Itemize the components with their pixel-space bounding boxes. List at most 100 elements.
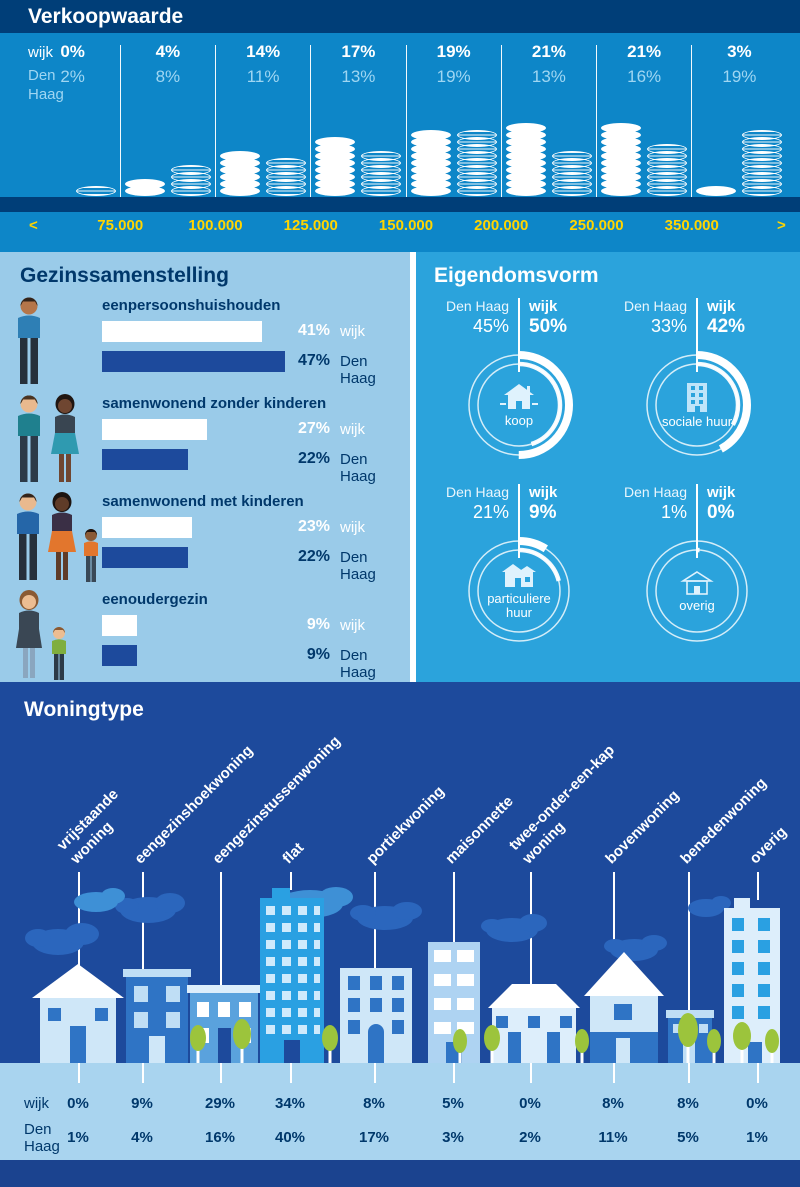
ownership-chart-koop: Den Haag wijk 45% 50% bbox=[434, 298, 604, 478]
apartment-building-icon bbox=[685, 382, 709, 412]
axis-label: 350.000 bbox=[664, 217, 719, 234]
family-group-label: samenwonend met kinderen bbox=[102, 493, 304, 510]
price-bracket-column: 0% 2% bbox=[25, 33, 122, 197]
wijk-value: 0% bbox=[60, 42, 85, 61]
wijk-value: 23% bbox=[297, 518, 330, 535]
denhaag-value: 2% bbox=[60, 67, 85, 86]
family-group-samenwonend-zonder: samenwonend zonder kinderen 27% wijk 22%… bbox=[10, 394, 406, 490]
denhaag-value: 22% bbox=[297, 548, 330, 565]
wijk-value: 0% bbox=[67, 1095, 89, 1112]
wijk-value: 19% bbox=[436, 42, 471, 61]
denhaag-value: 9% bbox=[306, 646, 330, 663]
wijk-coin-stack bbox=[601, 123, 642, 197]
price-bracket-column: 21% 13% bbox=[501, 33, 598, 197]
pointer-line bbox=[290, 872, 292, 890]
price-bracket-column: 19% 19% bbox=[406, 33, 503, 197]
denhaag-value: 16% bbox=[204, 1129, 236, 1146]
price-bracket-column: 21% 16% bbox=[597, 33, 693, 197]
gezinssamenstelling-title: Gezinssamenstelling bbox=[20, 264, 229, 287]
denhaag-label: Den Haag bbox=[623, 484, 687, 500]
denhaag-value: 2% bbox=[519, 1129, 541, 1146]
price-bracket-column: 17% 13% bbox=[311, 33, 407, 197]
denhaag-value: 45% bbox=[472, 316, 509, 336]
coin-stacks bbox=[311, 137, 406, 197]
wijk-value: 9% bbox=[131, 1095, 153, 1112]
donut-chart: koop bbox=[458, 344, 580, 466]
denhaag-value: 47% bbox=[297, 352, 330, 369]
divider-line bbox=[696, 484, 698, 558]
tick-line bbox=[78, 1063, 80, 1083]
section-eigendomsvorm: Eigendomsvorm Den Haag wijk 45% 50% bbox=[416, 252, 800, 682]
denhaag-value: 1% bbox=[660, 502, 687, 522]
denhaag-value: 21% bbox=[472, 502, 509, 522]
wijk-value: 21% bbox=[627, 42, 662, 61]
wijk-coin-stack bbox=[220, 151, 261, 197]
pointer-line bbox=[613, 872, 615, 952]
wijk-value: 50% bbox=[529, 316, 568, 337]
wijk-coin-stack bbox=[696, 186, 737, 197]
denhaag-coin-stack bbox=[742, 130, 783, 197]
family-group-label: samenwonend zonder kinderen bbox=[102, 395, 327, 412]
wijk-coin-stack bbox=[410, 130, 451, 197]
bottom-strip bbox=[0, 1160, 800, 1187]
denhaag-label: Den Haag bbox=[445, 484, 509, 500]
denhaag-coin-stack bbox=[647, 144, 688, 197]
denhaag-bar-row: 22% Den Haag bbox=[102, 447, 406, 485]
family-icons bbox=[10, 492, 104, 584]
denhaag-value: 4% bbox=[131, 1129, 153, 1146]
pointer-line bbox=[453, 872, 455, 942]
denhaag-coin-stack bbox=[170, 165, 211, 197]
denhaag-value: 8% bbox=[155, 67, 181, 86]
wijk-coin-stack bbox=[505, 123, 546, 197]
wijk-value: 17% bbox=[341, 42, 376, 61]
tick-line bbox=[220, 1063, 222, 1083]
axis-label: 100.000 bbox=[188, 217, 243, 234]
wijk-bar bbox=[102, 419, 208, 440]
single-parent-icons bbox=[10, 590, 104, 682]
axis-label: 150.000 bbox=[378, 217, 434, 234]
wijk-value: 8% bbox=[602, 1095, 624, 1112]
wijk-value: 0% bbox=[746, 1095, 768, 1112]
wijk-value: 4% bbox=[155, 42, 181, 61]
denhaag-bar bbox=[102, 645, 138, 666]
denhaag-value: 1% bbox=[746, 1129, 768, 1146]
ownership-chart-overig: Den Haag wijk 1% 0% bbox=[612, 484, 782, 664]
donut-label: particuliere huur bbox=[487, 590, 551, 620]
tick-line bbox=[290, 1063, 292, 1083]
axis-label: 250.000 bbox=[569, 217, 624, 234]
pointer-line bbox=[220, 872, 222, 986]
denhaag-row-label: Den Haag bbox=[28, 67, 64, 103]
donut-label: sociale huur bbox=[661, 413, 733, 429]
wijk-bar bbox=[102, 615, 138, 636]
family-group-samenwonend-met: samenwonend met kinderen 23% wijk 22% De… bbox=[10, 492, 406, 588]
donut-label: overig bbox=[679, 597, 715, 613]
axis-label: > bbox=[777, 217, 786, 234]
divider-line bbox=[518, 298, 520, 372]
denhaag-bar bbox=[102, 547, 188, 568]
wijk-value: 8% bbox=[363, 1095, 385, 1112]
denhaag-label: Den Haag bbox=[340, 451, 376, 485]
tick-line bbox=[142, 1063, 144, 1083]
family-group-eenpersoons: eenpersoonshuishouden 41% wijk 47% Den H… bbox=[10, 296, 406, 392]
denhaag-value: 13% bbox=[341, 67, 376, 86]
donut-chart: overig bbox=[636, 530, 758, 652]
denhaag-value: 11% bbox=[598, 1129, 628, 1146]
woningtype-title: Woningtype bbox=[24, 698, 144, 721]
denhaag-row: Den Haag 1% 4% 16% 40% 17% 3% 2% 11% 5% … bbox=[0, 1121, 800, 1155]
wijk-value: 9% bbox=[529, 502, 557, 523]
coin-stacks bbox=[120, 165, 215, 197]
percentage-table: wijk 0% 9% 29% 34% 8% 5% 0% 8% 8% 0% Den… bbox=[0, 1063, 800, 1160]
wijk-bar-row: 9% wijk bbox=[102, 613, 406, 640]
denhaag-value: 19% bbox=[722, 67, 757, 86]
axis-label: 75.000 bbox=[97, 217, 144, 234]
denhaag-value: 22% bbox=[297, 450, 330, 467]
wijk-label: wijk bbox=[340, 519, 365, 536]
tick-line bbox=[757, 1063, 759, 1083]
section-gezinssamenstelling: Gezinssamenstelling eenpersoonshuishoude… bbox=[0, 252, 410, 682]
wijk-value: 0% bbox=[519, 1095, 541, 1112]
wijk-coin-stack bbox=[315, 137, 356, 197]
price-bracket-column: 4% 8% bbox=[120, 33, 217, 197]
axis-label: < bbox=[29, 217, 38, 234]
price-bracket-columns: 0% 2% 4% 8% 14% 11% bbox=[25, 33, 787, 197]
